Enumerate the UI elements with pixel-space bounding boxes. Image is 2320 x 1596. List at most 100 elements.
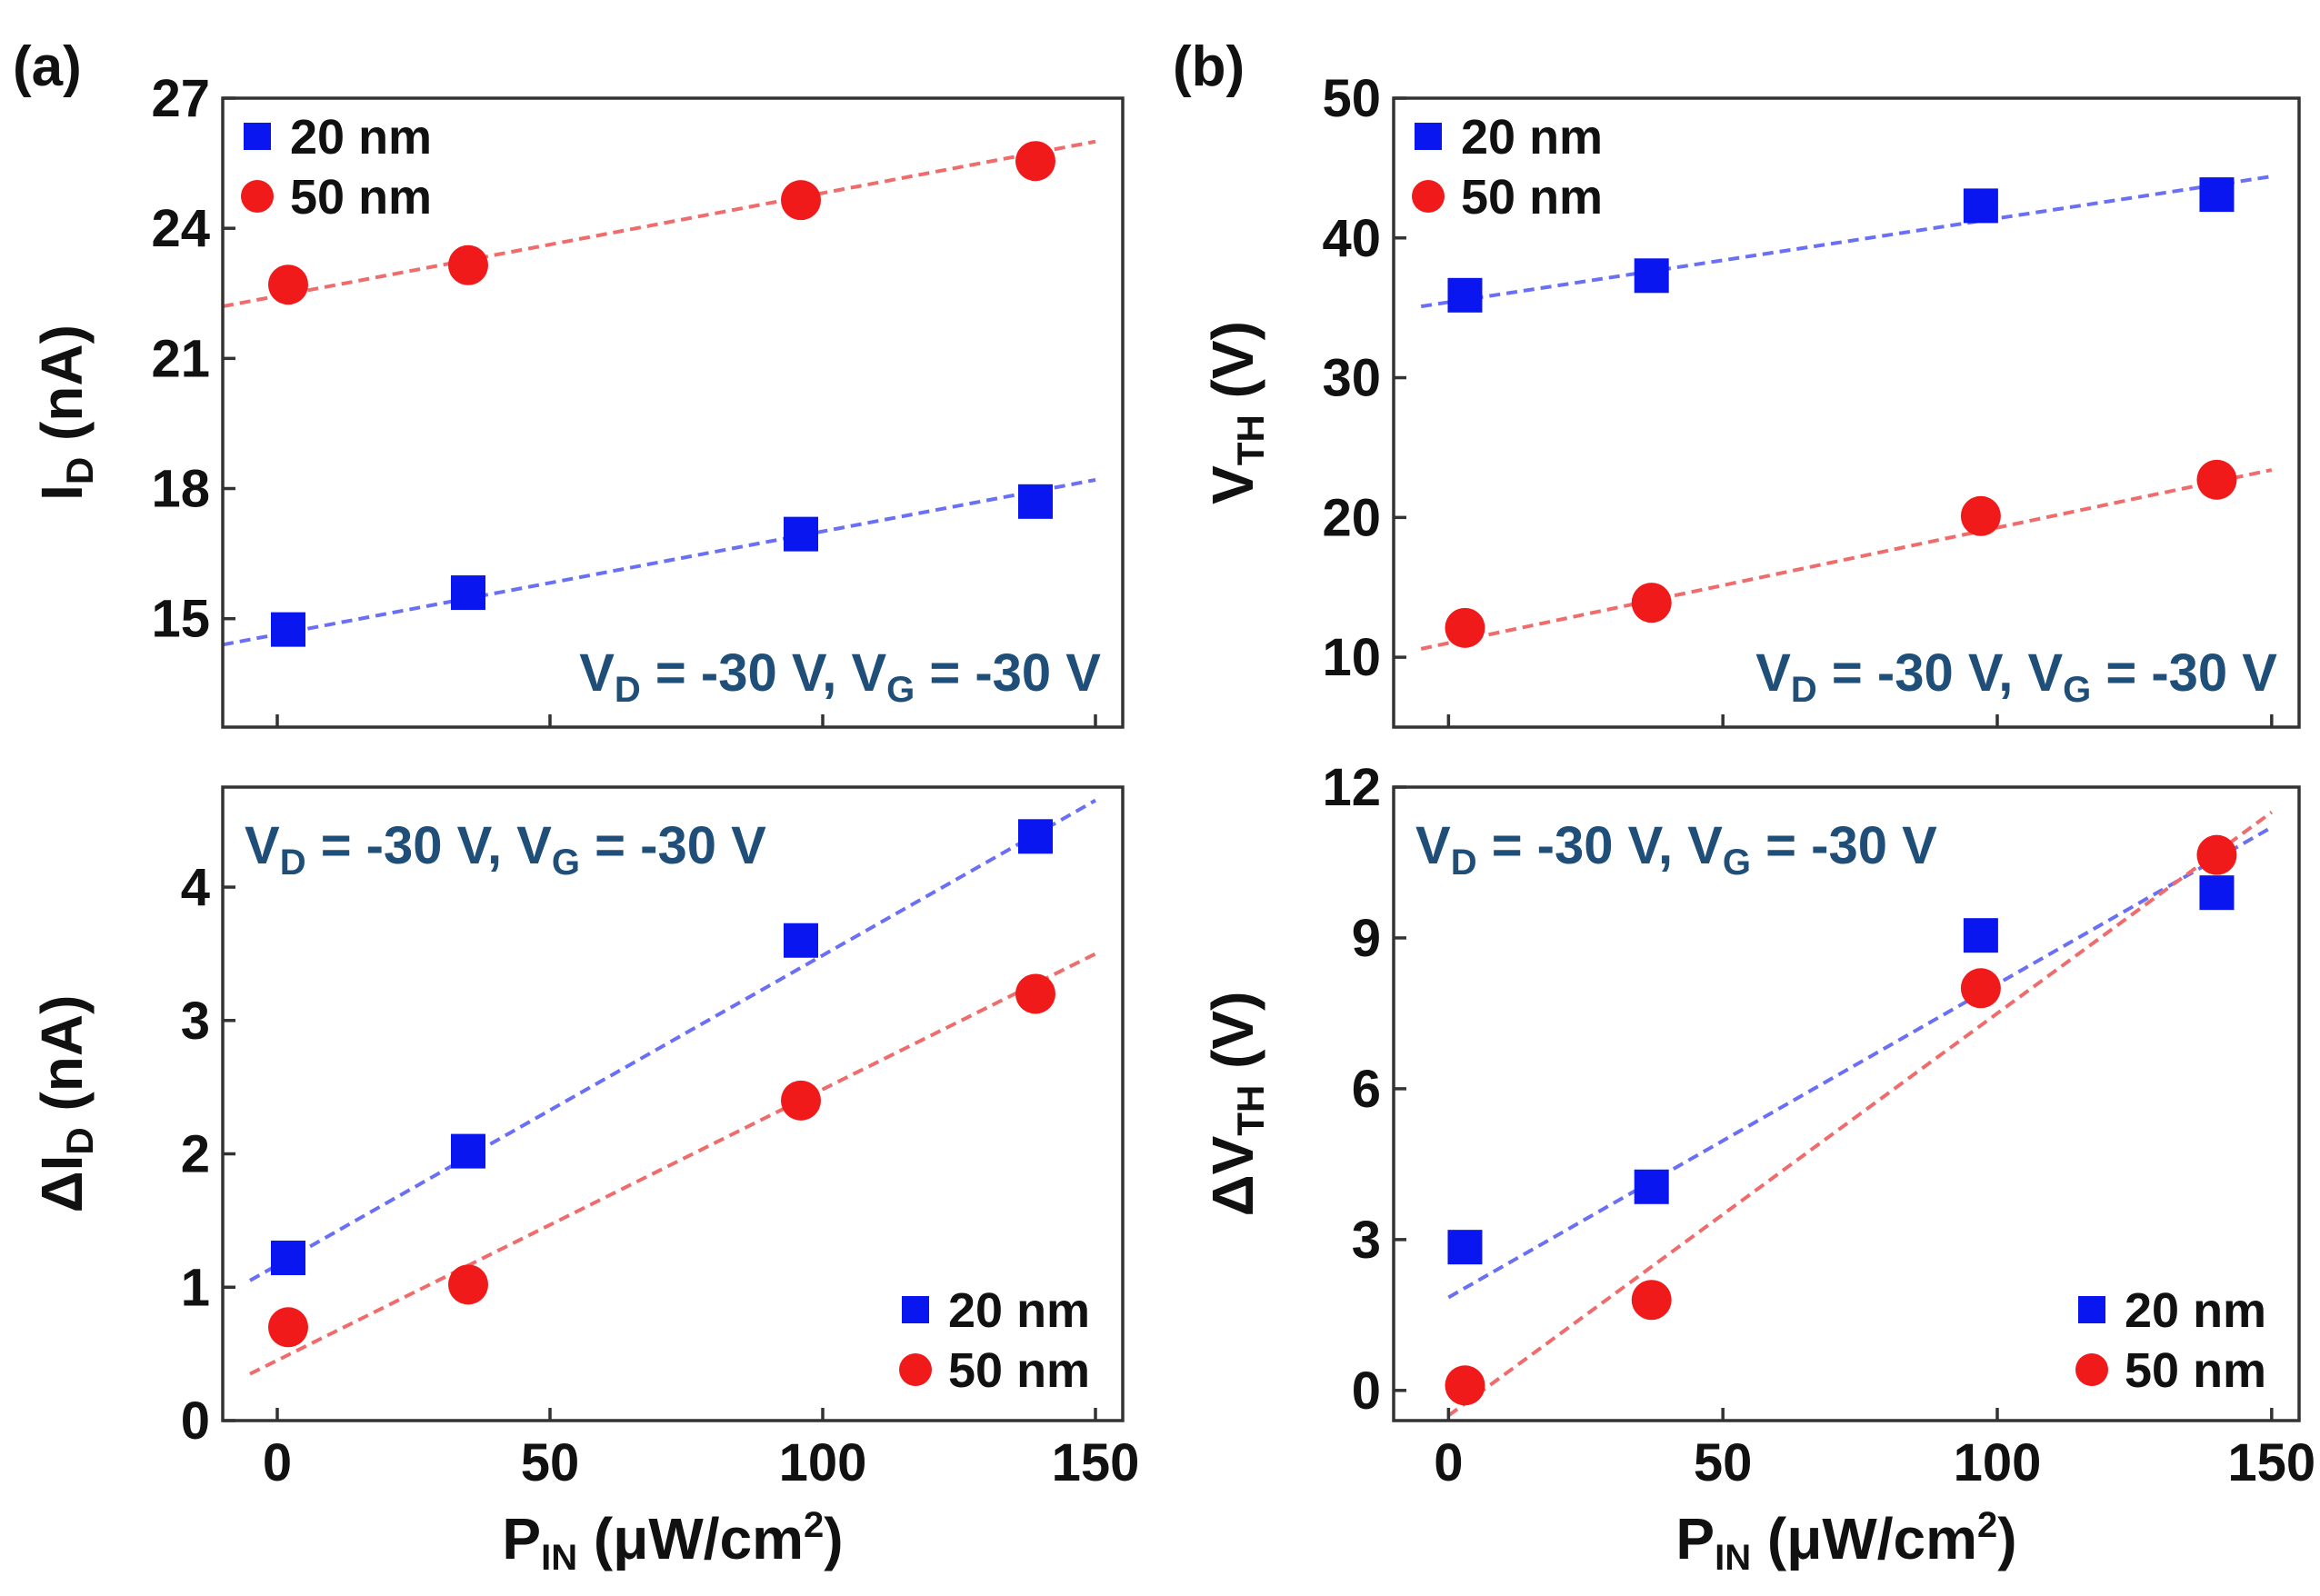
x-tick-label: 150: [1052, 1433, 1140, 1492]
y-axis-title: VTH (V): [1200, 321, 1272, 504]
y-tick-label: 20: [1322, 488, 1381, 547]
point-50nm: [781, 1080, 821, 1121]
point-50nm: [268, 264, 308, 305]
legend-label: 50 nm: [948, 1343, 1090, 1398]
legend-label: 50 nm: [2125, 1343, 2266, 1398]
x-tick-label: 100: [779, 1433, 867, 1492]
fit-line-50nm: [249, 952, 1096, 1376]
point-20nm: [1634, 258, 1669, 294]
point-20nm: [451, 1133, 485, 1169]
x-tick-label: 150: [2227, 1433, 2315, 1492]
y-tick-label: 0: [181, 1392, 210, 1451]
y-tick-label: 24: [151, 199, 210, 258]
y-tick-label: 3: [1352, 1211, 1381, 1270]
y-tick-label: 1: [181, 1258, 210, 1317]
y-axis-title: ΔID (nA): [29, 995, 101, 1213]
point-50nm: [448, 1264, 488, 1305]
legend-label: 50 nm: [290, 170, 432, 224]
y-tick-label: 50: [1322, 69, 1381, 128]
y-tick-label: 12: [1322, 758, 1381, 817]
point-20nm: [784, 516, 818, 552]
y-tick-label: 6: [1352, 1060, 1381, 1119]
legend-label: 20 nm: [2125, 1283, 2266, 1338]
point-50nm: [1445, 1365, 1485, 1406]
point-50nm: [1015, 141, 1055, 182]
y-tick-label: 2: [181, 1125, 210, 1184]
condition-text: VD = -30 V, VG = -30 V: [245, 816, 766, 883]
point-50nm: [1960, 968, 2001, 1009]
legend-marker-20nm: [1415, 123, 1442, 150]
plot-frame: [221, 96, 1125, 729]
legend-marker-50nm: [241, 180, 274, 213]
y-tick-label: 3: [181, 992, 210, 1051]
y-tick-label: 9: [1352, 909, 1381, 968]
fit-line-50nm: [222, 139, 1096, 309]
point-20nm: [2199, 177, 2235, 213]
y-tick-label: 18: [151, 460, 210, 519]
y-tick-label: 30: [1322, 349, 1381, 408]
point-50nm: [448, 244, 488, 285]
legend-marker-50nm: [899, 1353, 932, 1386]
y-axis-title: ID (nA): [29, 324, 101, 501]
point-20nm: [1963, 188, 1998, 224]
x-tick-label: 50: [1694, 1433, 1753, 1492]
legend-marker-20nm: [244, 123, 271, 150]
point-50nm: [1960, 495, 2001, 536]
y-tick-label: 21: [151, 329, 210, 388]
legend-marker-20nm: [2078, 1296, 2105, 1323]
fit-line-20nm: [1420, 175, 2273, 309]
point-50nm: [268, 1307, 308, 1348]
y-tick-label: 15: [151, 590, 210, 649]
y-tick-label: 0: [1352, 1362, 1381, 1421]
point-50nm: [1015, 973, 1055, 1014]
fit-line-20nm: [249, 798, 1096, 1282]
legend-marker-50nm: [1412, 180, 1445, 213]
legend-marker-20nm: [902, 1296, 929, 1323]
legend-label: 20 nm: [290, 110, 432, 165]
y-tick-label: 10: [1322, 628, 1381, 687]
condition-text: VD = -30 V, VG = -30 V: [1755, 643, 2277, 710]
legend-marker-50nm: [2075, 1353, 2108, 1386]
y-axis-title: ΔVTH (V): [1200, 992, 1272, 1217]
legend-label: 20 nm: [948, 1283, 1090, 1338]
point-50nm: [2196, 834, 2237, 875]
x-tick-label: 100: [1954, 1433, 2042, 1492]
fit-line-20nm: [1447, 825, 2273, 1300]
x-tick-label: 0: [263, 1433, 292, 1492]
chart-b-bottom: 0 3 6 9 12 0 50 100 150 PIN (μW/cm2) ΔVTH (V) 20 nm…: [1200, 758, 2315, 1578]
fit-line-50nm: [1420, 468, 2273, 651]
fit-line-50nm: [1447, 811, 2274, 1418]
point-50nm: [1631, 1280, 1672, 1321]
point-20nm: [451, 575, 485, 611]
x-tick-label: 50: [521, 1433, 580, 1492]
legend-label: 20 nm: [1461, 110, 1603, 165]
point-50nm: [1631, 583, 1672, 623]
point-20nm: [1018, 819, 1053, 854]
y-tick-label: 27: [151, 69, 210, 128]
panel-label: (b): [1173, 35, 1245, 98]
condition-text: VD = -30 V, VG = -30 V: [579, 643, 1101, 710]
fit-line-20nm: [222, 478, 1096, 647]
point-20nm: [2199, 875, 2235, 911]
x-tick-label: 0: [1434, 1433, 1463, 1492]
point-20nm: [271, 612, 305, 647]
panel-label: (a): [13, 35, 82, 98]
plot-frame: [1392, 96, 2301, 729]
point-50nm: [781, 180, 821, 221]
chart-a-bottom: 0 1 2 3 4 0 50 100 150 PIN (μW/cm2) ΔID (nA) 20 nm5…: [29, 785, 1140, 1578]
point-20nm: [1018, 484, 1053, 519]
point-20nm: [1634, 1169, 1669, 1204]
point-50nm: [1445, 607, 1485, 648]
legend-label: 50 nm: [1461, 170, 1603, 224]
point-20nm: [1447, 277, 1483, 313]
plot-frame: [221, 785, 1125, 1422]
point-20nm: [1963, 918, 1998, 953]
point-50nm: [2196, 459, 2237, 500]
y-tick-label: 4: [181, 858, 210, 917]
point-20nm: [271, 1240, 305, 1275]
y-tick-label: 40: [1322, 209, 1381, 268]
condition-text: VD = -30 V, VG = -30 V: [1415, 816, 1937, 883]
